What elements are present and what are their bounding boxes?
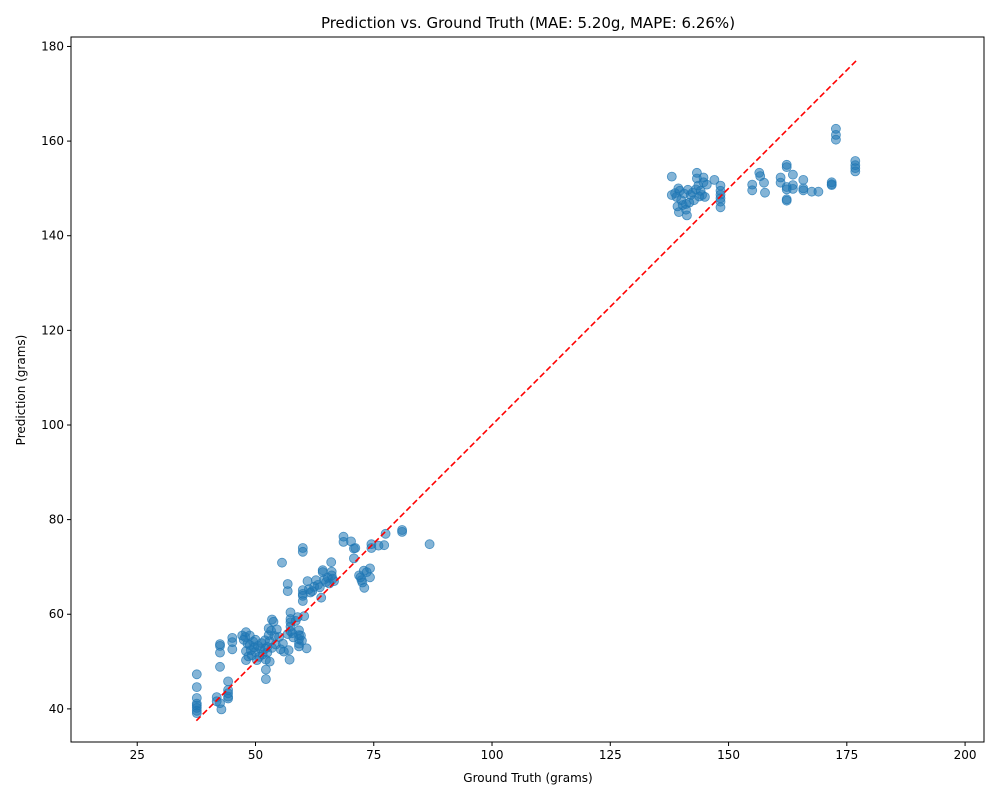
x-tick-label: 50 (248, 748, 263, 762)
data-point (297, 546, 308, 557)
x-tick-label: 25 (130, 748, 145, 762)
data-point (359, 582, 370, 593)
x-tick-label: 200 (954, 748, 977, 762)
data-point (223, 693, 234, 704)
data-point (813, 186, 824, 197)
chart-title: Prediction vs. Ground Truth (MAE: 5.20g,… (321, 14, 735, 32)
data-point (215, 647, 225, 658)
data-point (798, 185, 809, 196)
data-point (301, 643, 312, 654)
data-point (379, 540, 390, 551)
data-point (277, 557, 287, 568)
data-point (227, 644, 238, 655)
data-point (283, 645, 294, 656)
y-axis-label: Prediction (grams) (14, 335, 28, 446)
data-point (260, 674, 271, 684)
data-point (682, 210, 692, 221)
data-point (781, 195, 792, 206)
data-point (701, 179, 712, 190)
data-point (260, 664, 271, 675)
reference-line (195, 60, 857, 722)
data-point (314, 582, 325, 593)
data-point (700, 191, 710, 202)
data-point (264, 656, 275, 667)
y-tick-label: 100 (41, 418, 64, 432)
data-point (788, 169, 798, 180)
data-point (284, 654, 295, 665)
data-point (216, 704, 227, 715)
x-tick-label: 175 (835, 748, 858, 762)
y-tick-label: 120 (41, 323, 64, 337)
data-point (781, 162, 792, 173)
x-axis-ticks: 25 50 75 100 125 150 175 200 (130, 742, 977, 762)
data-point (299, 611, 310, 621)
data-point (715, 202, 726, 213)
data-point (365, 563, 375, 574)
y-tick-label: 160 (41, 134, 64, 148)
data-point (759, 177, 769, 188)
x-tick-label: 75 (366, 748, 381, 762)
y-tick-label: 180 (41, 39, 64, 53)
data-point (191, 682, 202, 692)
data-point (326, 557, 337, 568)
data-point (798, 174, 809, 185)
data-point (348, 553, 359, 564)
data-point (296, 635, 307, 646)
x-tick-label: 125 (599, 748, 622, 762)
y-axis-ticks: 40 60 80 100 120 140 160 180 (41, 39, 71, 716)
x-axis-label: Ground Truth (grams) (463, 771, 592, 785)
data-point (709, 174, 720, 185)
data-point (191, 669, 202, 680)
y-tick-label: 80 (49, 513, 64, 527)
data-point (215, 661, 225, 672)
data-point (760, 187, 770, 198)
data-point (316, 592, 327, 603)
data-point (282, 586, 293, 596)
plot-area-frame (70, 36, 985, 743)
x-tick-label: 150 (717, 748, 740, 762)
y-tick-label: 140 (41, 229, 64, 243)
data-point (329, 576, 339, 586)
data-point (788, 183, 798, 194)
data-point (666, 171, 677, 182)
data-point (826, 180, 837, 191)
data-point (397, 527, 408, 537)
data-point (831, 134, 841, 145)
y-tick-label: 60 (49, 607, 64, 621)
data-point (747, 185, 758, 196)
data-point (850, 166, 861, 177)
data-point (297, 596, 308, 606)
data-point (350, 543, 361, 553)
data-point (223, 676, 234, 687)
y-tick-label: 40 (49, 702, 64, 716)
data-points (191, 123, 861, 718)
data-point (191, 708, 202, 718)
data-point (365, 572, 375, 583)
x-tick-label: 100 (481, 748, 504, 762)
data-point (380, 528, 391, 539)
data-point (424, 539, 435, 550)
